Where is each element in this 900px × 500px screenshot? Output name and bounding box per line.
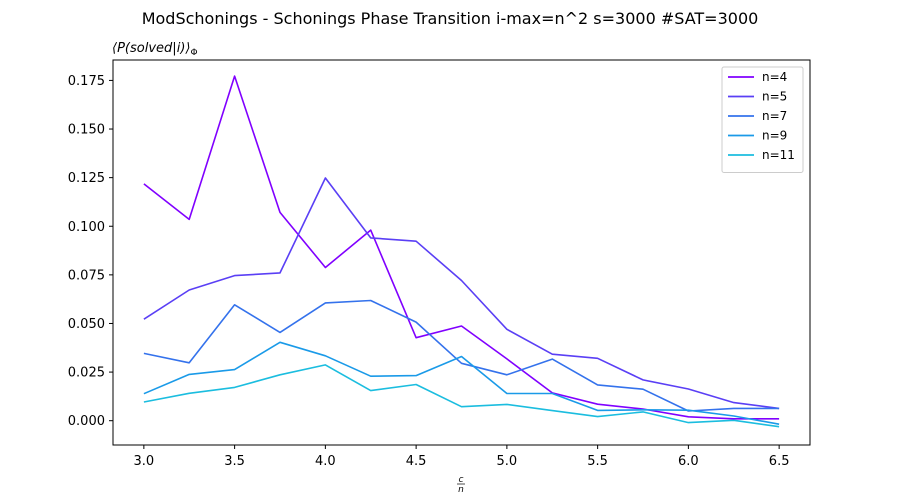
y-tick-label: 0.150 [68,123,105,138]
legend-label: n=11 [762,148,795,162]
y-tick-label: 0.175 [68,74,105,89]
legend: n=4 n=5 n=7 n=9 n=11 [721,66,804,173]
series-line-n-5 [143,177,780,410]
y-tick-label: 0.025 [68,366,105,381]
x-axis-label: c n [457,475,465,495]
x-tick-label: 5.5 [587,454,608,469]
chart-title: ModSchonings - Schonings Phase Transitio… [142,9,759,28]
y-tick-label: 0.125 [68,171,105,186]
svg-text:c: c [459,475,464,485]
series-line-n-11 [143,364,780,428]
legend-label: n=9 [762,129,787,143]
legend-label: n=4 [762,70,787,84]
legend-label: n=7 [762,109,787,123]
series-line-n-4 [143,75,780,420]
svg-text:n: n [458,485,464,495]
plot-area: 3.0 3.5 4.0 4.5 5.0 5.5 6.0 6.5 0.000 0.025 0.050 0… [68,59,811,469]
x-tick-label: 3.5 [224,454,245,469]
axes-frame [112,59,811,446]
legend-label: n=5 [762,90,787,104]
series-line-n-7 [143,299,780,412]
x-tick-label: 6.0 [678,454,699,469]
y-tick-label: 0.075 [68,268,105,283]
legend-box [721,66,804,173]
x-tick-label: 4.5 [406,454,427,469]
y-axis-label: ⟨P(solved|i)⟩Φ [112,41,198,58]
y-tick-label: 0.100 [68,220,105,235]
x-tick-label: 3.0 [134,454,155,469]
x-tick-label: 4.0 [315,454,336,469]
y-tick-label: 0.050 [68,317,105,332]
series-line-n-9 [143,341,780,425]
x-tick-label: 6.5 [769,454,790,469]
y-tick-label: 0.000 [68,414,105,429]
x-tick-label: 5.0 [497,454,518,469]
